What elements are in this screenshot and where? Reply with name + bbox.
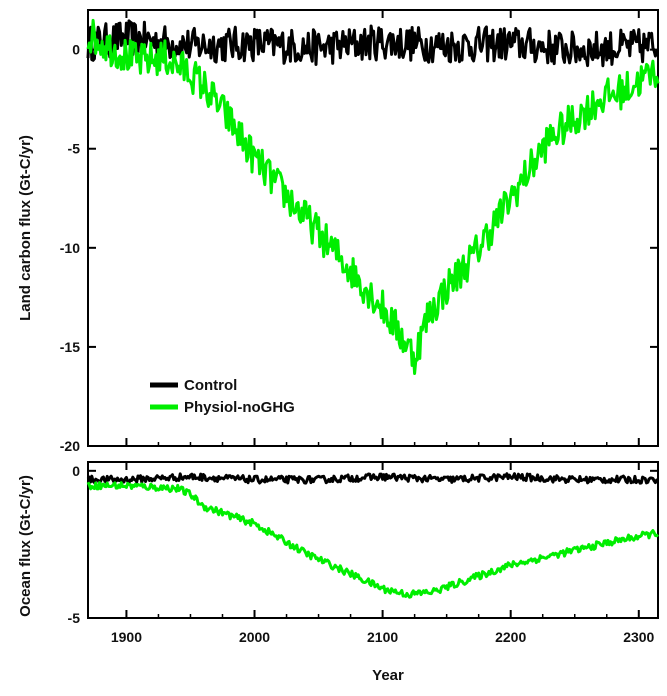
- land-y-tick-label: 0: [72, 42, 80, 58]
- ocean-ticks: [88, 462, 658, 619]
- ocean-y-axis-title: Ocean flux (Gt-C/yr): [17, 475, 34, 617]
- land-y-axis-title: Land carbon flux (Gt-C/yr): [17, 135, 34, 321]
- x-tick-label: 2100: [367, 629, 398, 645]
- x-tick-label: 2000: [239, 629, 270, 645]
- x-tick-label: 2300: [623, 629, 654, 645]
- land-ticks: [88, 10, 658, 447]
- land-series-control: [86, 19, 659, 68]
- ocean-plot-frame: [87, 461, 659, 619]
- land-series-physiol-noghg: [86, 18, 660, 375]
- x-tick-label: 2200: [495, 629, 526, 645]
- ocean-panel: 0 -5 1900 2000 2100 2200 2300 Ocean flux (Gt-…: [17, 461, 660, 684]
- land-series: [86, 18, 660, 375]
- ocean-y-tick-label: -5: [68, 610, 81, 626]
- land-y-tick-label: -20: [60, 438, 80, 454]
- ocean-series: [86, 472, 660, 599]
- land-plot-frame: [87, 9, 659, 447]
- ocean-y-tick-labels: 0 -5: [68, 463, 81, 626]
- land-y-tick-label: -15: [60, 339, 80, 355]
- x-tick-label: 1900: [111, 629, 142, 645]
- ocean-y-tick-label: 0: [72, 463, 80, 479]
- ocean-series-physiol-noghg: [86, 481, 660, 599]
- land-y-tick-label: -10: [60, 240, 80, 256]
- legend-physiol-label: Physiol-noGHG: [184, 399, 295, 416]
- land-y-tick-label: -5: [68, 141, 81, 157]
- legend: Control Physiol-noGHG: [150, 377, 295, 416]
- x-axis-title: Year: [372, 667, 404, 684]
- ocean-series-control: [86, 472, 659, 485]
- x-tick-labels: 1900 2000 2100 2200 2300: [111, 629, 655, 645]
- land-y-tick-labels: 0 -5 -10 -15 -20: [60, 42, 80, 454]
- land-panel: 0-5-10-15-20 Land carbon flux (Gt-C/yr) …: [17, 9, 660, 454]
- legend-control-label: Control: [184, 377, 237, 394]
